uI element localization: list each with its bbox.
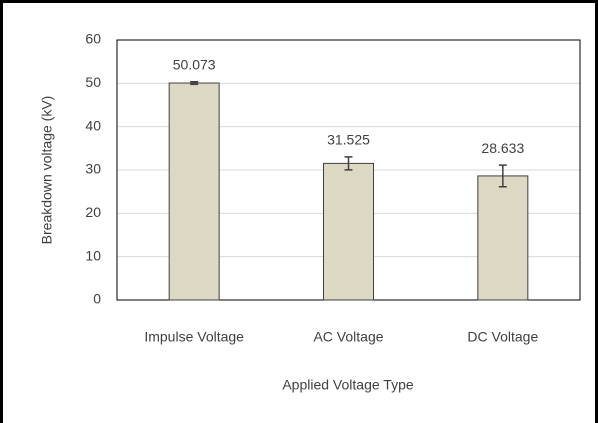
data-label: 50.073 bbox=[173, 56, 216, 72]
data-label: 28.633 bbox=[481, 140, 524, 156]
y-tick-label: 30 bbox=[85, 161, 101, 177]
error-bar bbox=[190, 80, 199, 86]
bar bbox=[477, 175, 529, 301]
data-label: 31.525 bbox=[327, 132, 370, 148]
error-bar bbox=[498, 164, 507, 188]
x-axis-title: Applied Voltage Type bbox=[282, 377, 414, 393]
y-tick-label: 60 bbox=[85, 31, 101, 47]
y-tick-label: 0 bbox=[93, 291, 101, 307]
y-tick-label: 40 bbox=[85, 117, 101, 133]
error-bar bbox=[344, 156, 353, 171]
y-axis-title: Breakdown voltage (kV) bbox=[39, 96, 55, 245]
y-tick-label: 20 bbox=[85, 204, 101, 220]
y-tick-label: 10 bbox=[85, 247, 101, 263]
x-tick-label: AC Voltage bbox=[313, 329, 383, 345]
x-tick-label: DC Voltage bbox=[467, 329, 538, 345]
bar bbox=[168, 82, 220, 301]
bar bbox=[323, 162, 374, 301]
y-tick-label: 50 bbox=[85, 74, 101, 90]
x-tick-label: Impulse Voltage bbox=[144, 329, 244, 345]
